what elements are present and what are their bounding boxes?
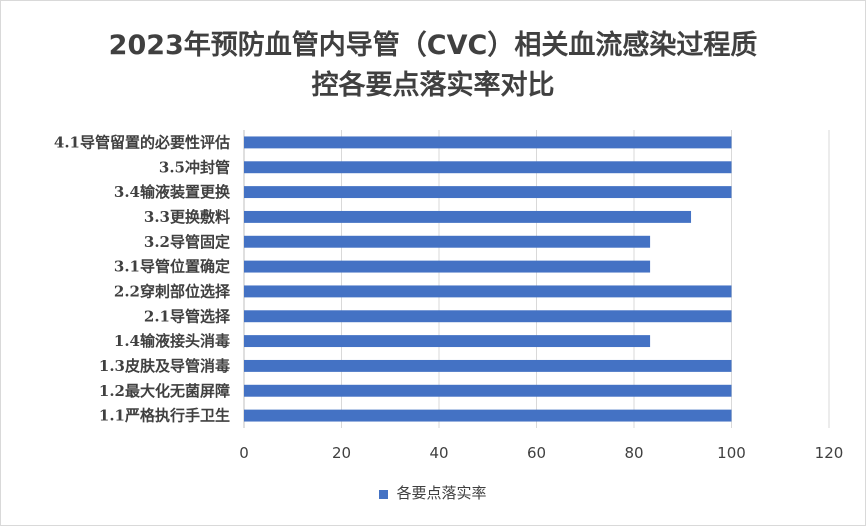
bar-4 (244, 335, 651, 348)
category-label-8: 3.2导管固定 (144, 233, 230, 251)
legend: 各要点落实率 (0, 482, 866, 503)
x-tick-label-80: 80 (624, 444, 643, 462)
x-tick-label-20: 20 (332, 444, 351, 462)
category-label-7: 3.1导管位置确定 (114, 258, 230, 276)
chart-title-line-1: 2023年预防血管内导管（CVC）相关血流感染过程质 (108, 30, 758, 61)
chart-title: 2023年预防血管内导管（CVC）相关血流感染过程质 控各要点落实率对比 (0, 26, 866, 106)
category-label-9: 3.3更换敷料 (144, 208, 230, 226)
category-label-5: 2.1导管选择 (144, 307, 231, 325)
bar-5 (244, 310, 732, 323)
x-tick-label-60: 60 (527, 444, 546, 462)
category-label-4: 1.4输液接头消毒 (114, 332, 230, 350)
x-tick-label-0: 0 (239, 444, 249, 462)
category-label-11: 3.5冲封管 (159, 158, 230, 176)
legend-label: 各要点落实率 (396, 484, 487, 502)
chart-title-line-2: 控各要点落实率对比 (311, 70, 555, 101)
x-tick-label-120: 120 (815, 444, 844, 462)
bar-8 (244, 235, 651, 248)
bar-2 (244, 384, 732, 397)
legend-swatch (379, 489, 389, 499)
category-label-3: 1.3皮肤及导管消毒 (99, 357, 230, 375)
bar-10 (244, 186, 732, 199)
bar-1 (244, 409, 732, 422)
category-label-12: 4.1导管留置的必要性评估 (54, 133, 230, 151)
bar-7 (244, 260, 651, 273)
bar-11 (244, 161, 732, 174)
bar-6 (244, 285, 732, 298)
x-tick-label-40: 40 (429, 444, 448, 462)
category-label-6: 2.2穿刺部位选择 (114, 282, 231, 300)
category-label-10: 3.4输液装置更换 (114, 183, 231, 201)
bar-3 (244, 359, 732, 372)
bar-12 (244, 136, 732, 149)
category-label-2: 1.2最大化无菌屏障 (99, 382, 230, 400)
bar-9 (244, 210, 692, 223)
x-tick-label-100: 100 (717, 444, 746, 462)
category-label-1: 1.1严格执行手卫生 (99, 407, 230, 425)
